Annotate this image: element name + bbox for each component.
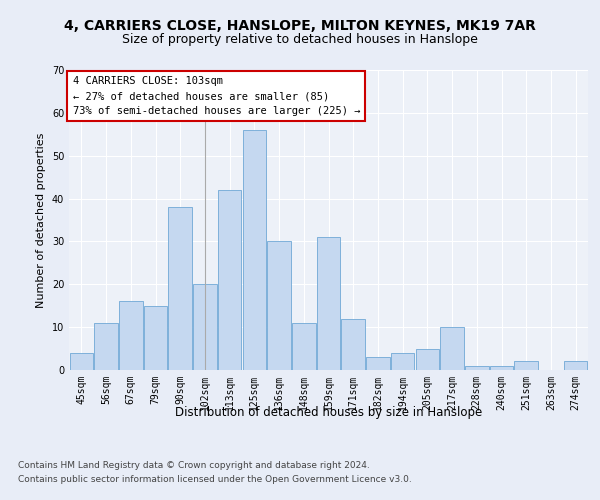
Bar — [366, 357, 389, 370]
Bar — [465, 366, 488, 370]
Bar — [416, 348, 439, 370]
Bar — [268, 242, 291, 370]
Bar — [242, 130, 266, 370]
Bar — [292, 323, 316, 370]
Text: 4, CARRIERS CLOSE, HANSLOPE, MILTON KEYNES, MK19 7AR: 4, CARRIERS CLOSE, HANSLOPE, MILTON KEYN… — [64, 19, 536, 33]
Text: 4 CARRIERS CLOSE: 103sqm
← 27% of detached houses are smaller (85)
73% of semi-d: 4 CARRIERS CLOSE: 103sqm ← 27% of detach… — [73, 76, 360, 116]
Bar — [94, 323, 118, 370]
Bar — [119, 302, 143, 370]
Bar — [317, 237, 340, 370]
Bar — [144, 306, 167, 370]
Text: Size of property relative to detached houses in Hanslope: Size of property relative to detached ho… — [122, 32, 478, 46]
Y-axis label: Number of detached properties: Number of detached properties — [36, 132, 46, 308]
Text: Distribution of detached houses by size in Hanslope: Distribution of detached houses by size … — [175, 406, 482, 419]
Text: Contains public sector information licensed under the Open Government Licence v3: Contains public sector information licen… — [18, 474, 412, 484]
Bar — [169, 207, 192, 370]
Bar — [341, 318, 365, 370]
Text: Contains HM Land Registry data © Crown copyright and database right 2024.: Contains HM Land Registry data © Crown c… — [18, 462, 370, 470]
Bar — [193, 284, 217, 370]
Bar — [218, 190, 241, 370]
Bar — [70, 353, 93, 370]
Bar — [391, 353, 415, 370]
Bar — [440, 327, 464, 370]
Bar — [514, 362, 538, 370]
Bar — [564, 362, 587, 370]
Bar — [490, 366, 513, 370]
